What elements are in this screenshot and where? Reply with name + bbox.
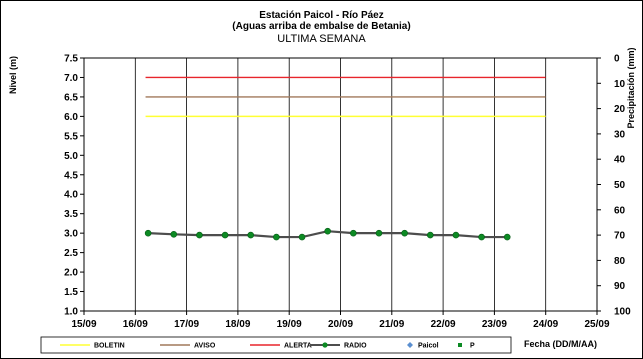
- legend-label-paicol: Paicol: [418, 343, 439, 350]
- x-tick-label: 21/09: [379, 319, 404, 330]
- y-tick-label: 1.0: [64, 307, 78, 318]
- x-tick-label: 19/09: [277, 319, 302, 330]
- x-tick-label: 20/09: [328, 319, 353, 330]
- x-tick-label: 24/09: [533, 319, 558, 330]
- legend-label-boletin: BOLETIN: [94, 343, 125, 350]
- x-tick-label: 17/09: [174, 319, 199, 330]
- y-tick-label: 6.0: [64, 112, 78, 123]
- chart-title: Estación Paicol - Río Páez: [259, 10, 384, 21]
- y-tick-label: 4.5: [64, 170, 78, 181]
- y-tick-label: 2.0: [64, 268, 78, 279]
- data-point-radio: [350, 229, 357, 237]
- data-point-radio: [247, 231, 255, 239]
- data-point-radio: [221, 231, 229, 239]
- data-point-radio: [452, 231, 460, 239]
- legend-marker-paicol: [407, 342, 413, 348]
- x-tick-label: 18/09: [225, 319, 250, 330]
- data-point-radio: [273, 233, 280, 241]
- legend-marker-p: [458, 343, 462, 347]
- y2-tick-label: 80: [614, 256, 626, 267]
- data-point-radio: [375, 229, 383, 237]
- x-tick-label: 23/09: [482, 319, 507, 330]
- y-tick-label: 2.5: [64, 248, 78, 259]
- y-tick-label: 7.0: [64, 73, 78, 84]
- y-tick-label: 3.0: [64, 229, 78, 240]
- legend-label-p: P: [470, 343, 475, 350]
- data-point-radio: [170, 231, 178, 238]
- x-tick-label: 16/09: [123, 319, 148, 330]
- data-point-radio: [324, 227, 331, 235]
- data-point-radio: [196, 231, 203, 239]
- legend-marker-radio: [322, 342, 328, 348]
- data-point-radio: [503, 233, 511, 241]
- y2-tick-label: 60: [614, 205, 626, 216]
- data-point-radio: [401, 229, 408, 237]
- y-tick-label: 6.5: [64, 92, 78, 103]
- y2-tick-label: 90: [614, 281, 626, 292]
- y-tick-label: 7.5: [64, 54, 78, 65]
- x-axis-label: Fecha (DD/M/AA): [524, 339, 597, 349]
- x-tick-label: 15/09: [71, 319, 96, 330]
- data-point-radio: [144, 229, 152, 237]
- y-tick-label: 5.0: [64, 151, 78, 162]
- y2-axis-label: Precipitación (mm): [626, 47, 636, 128]
- y2-tick-label: 50: [614, 180, 626, 191]
- y2-tick-label: 100: [614, 307, 631, 318]
- legend-label-alerta: ALERTA: [284, 343, 312, 350]
- y-tick-label: 4.0: [64, 190, 78, 201]
- legend-label-radio: RADIO: [344, 343, 367, 350]
- y2-tick-label: 0: [614, 54, 620, 65]
- x-tick-label: 25/09: [584, 319, 609, 330]
- y2-tick-label: 10: [614, 79, 626, 90]
- chart-subtitle: (Aguas arriba de embalse de Betania): [232, 21, 411, 32]
- y2-tick-label: 30: [614, 129, 626, 140]
- data-point-radio: [298, 233, 306, 241]
- y2-tick-label: 20: [614, 104, 626, 115]
- legend-label-aviso: AVISO: [194, 343, 216, 350]
- y-tick-label: 1.5: [64, 287, 78, 298]
- x-tick-label: 22/09: [431, 319, 456, 330]
- chart-period: ULTIMA SEMANA: [277, 33, 366, 45]
- y-tick-label: 5.5: [64, 131, 78, 142]
- data-point-radio: [426, 231, 434, 239]
- data-point-radio: [478, 233, 485, 241]
- y2-tick-label: 70: [614, 231, 626, 242]
- y2-tick-label: 40: [614, 155, 626, 166]
- y-tick-label: 3.5: [64, 209, 78, 220]
- plot-area: 1.0 1.5 2.0 2.5 3.0 3.5 4.0 4.5 5.0 5.5 6.0 6.5 7.0 7…: [40, 54, 631, 354]
- y-axis-label: Nivel (m): [8, 56, 18, 94]
